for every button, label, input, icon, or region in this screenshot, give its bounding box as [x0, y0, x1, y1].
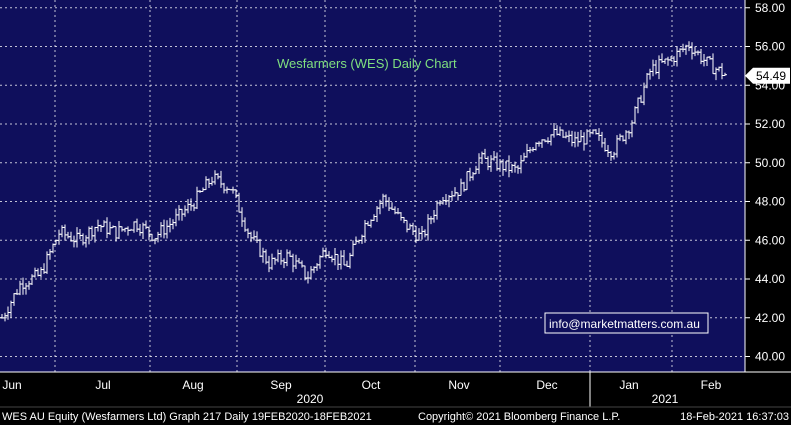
x-tick-label: Jun	[2, 378, 21, 392]
footer-left: WES AU Equity (Wesfarmers Ltd) Graph 217…	[2, 411, 372, 423]
watermark-border	[544, 312, 709, 334]
footer-center: Copyright© 2021 Bloomberg Finance L.P.	[418, 411, 620, 423]
x-tick-label: Oct	[362, 378, 381, 392]
watermark-text: info@marketmatters.com.au	[549, 317, 700, 331]
last-price-marker: 54.49	[745, 67, 790, 84]
y-tick-label: 40.00	[755, 350, 785, 364]
price-bars	[0, 41, 727, 322]
y-tick-label: 58.00	[755, 1, 785, 15]
x-tick-label: Nov	[448, 378, 469, 392]
x-tick-label: Dec	[536, 378, 557, 392]
footer: WES AU Equity (Wesfarmers Ltd) Graph 217…	[0, 406, 791, 423]
x-tick-label: Aug	[182, 378, 203, 392]
y-tick-label: 52.00	[755, 117, 785, 131]
x-axis: Jun Jul Aug Sep Oct Nov Dec Jan Feb 2020 2021	[0, 371, 791, 407]
chart-title: Wesfarmers (WES) Daily Chart	[277, 56, 457, 71]
y-tick-label: 56.00	[755, 40, 785, 54]
watermark-box: info@marketmatters.com.au	[544, 312, 709, 334]
y-tick-label: 42.00	[755, 311, 785, 325]
plot-background	[0, 0, 745, 372]
last-price-label: 54.49	[756, 69, 786, 83]
x-tick-label: Sep	[270, 378, 292, 392]
y-tick-label: 50.00	[755, 156, 785, 170]
last-price-tag	[745, 67, 790, 84]
x-tick-label: Jan	[619, 378, 638, 392]
y-axis: 40.0042.0044.0046.0048.0050.0052.0054.00…	[744, 0, 785, 372]
x-tick-label: Jul	[95, 378, 110, 392]
y-tick-label: 44.00	[755, 272, 785, 286]
y-tick-label: 46.00	[755, 233, 785, 247]
year-label: 2020	[297, 392, 324, 406]
footer-right: 18-Feb-2021 16:37:03	[680, 411, 789, 423]
y-tick-label: 48.00	[755, 195, 785, 209]
year-label: 2021	[652, 392, 679, 406]
grid-lines	[0, 0, 745, 372]
x-tick-label: Feb	[701, 378, 722, 392]
